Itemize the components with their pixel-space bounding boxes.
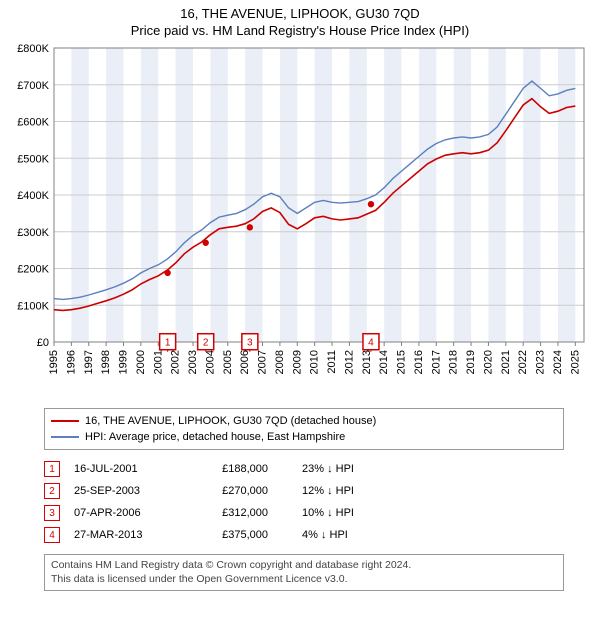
sale-marker-icon: 2 — [44, 483, 60, 499]
sale-date: 07-APR-2006 — [74, 507, 184, 519]
svg-text:2019: 2019 — [465, 350, 477, 374]
sale-marker-icon: 1 — [44, 461, 60, 477]
title-subtitle: Price paid vs. HM Land Registry's House … — [0, 23, 600, 38]
svg-text:2004: 2004 — [204, 350, 216, 374]
svg-text:4: 4 — [368, 338, 374, 349]
svg-text:2003: 2003 — [187, 350, 199, 374]
sale-date: 16-JUL-2001 — [74, 463, 184, 475]
svg-text:2015: 2015 — [396, 350, 408, 374]
chart-svg: £0 £100K £200K £300K £400K £500K £600K £700K £80… — [10, 42, 590, 402]
legend-swatch — [51, 436, 79, 438]
sale-price: £270,000 — [198, 485, 288, 497]
legend-item: 16, THE AVENUE, LIPHOOK, GU30 7QD (detac… — [51, 413, 557, 429]
svg-text:1999: 1999 — [118, 350, 130, 374]
title-address: 16, THE AVENUE, LIPHOOK, GU30 7QD — [0, 6, 600, 21]
svg-text:2007: 2007 — [257, 350, 269, 374]
svg-text:2010: 2010 — [309, 350, 321, 374]
svg-text:1995: 1995 — [48, 350, 60, 374]
svg-text:2011: 2011 — [326, 350, 338, 374]
sale-diff: 12% ↓ HPI — [302, 485, 412, 497]
sale-price: £375,000 — [198, 529, 288, 541]
svg-text:1998: 1998 — [100, 350, 112, 374]
sale-diff: 4% ↓ HPI — [302, 529, 412, 541]
svg-text:2017: 2017 — [430, 350, 442, 374]
svg-text:£100K: £100K — [17, 300, 49, 312]
svg-text:2006: 2006 — [239, 350, 251, 374]
svg-text:2001: 2001 — [152, 350, 164, 374]
chart-titles: 16, THE AVENUE, LIPHOOK, GU30 7QD Price … — [0, 0, 600, 42]
chart-legend: 16, THE AVENUE, LIPHOOK, GU30 7QD (detac… — [44, 408, 564, 450]
svg-text:1997: 1997 — [83, 350, 95, 374]
svg-text:£800K: £800K — [17, 43, 49, 55]
sale-diff: 23% ↓ HPI — [302, 463, 412, 475]
sale-price: £188,000 — [198, 463, 288, 475]
svg-text:2002: 2002 — [170, 350, 182, 374]
table-row: 4 27-MAR-2013 £375,000 4% ↓ HPI — [44, 524, 564, 546]
sales-table: 1 16-JUL-2001 £188,000 23% ↓ HPI 2 25-SE… — [44, 458, 564, 546]
svg-text:£700K: £700K — [17, 80, 49, 92]
svg-text:2: 2 — [203, 338, 209, 349]
svg-text:£600K: £600K — [17, 117, 49, 129]
sale-date: 27-MAR-2013 — [74, 529, 184, 541]
sale-marker-icon: 4 — [44, 527, 60, 543]
table-row: 2 25-SEP-2003 £270,000 12% ↓ HPI — [44, 480, 564, 502]
footer-line: This data is licensed under the Open Gov… — [51, 573, 557, 587]
svg-text:£300K: £300K — [17, 227, 49, 239]
svg-text:£500K: £500K — [17, 153, 49, 165]
svg-text:2021: 2021 — [500, 350, 512, 374]
svg-text:3: 3 — [247, 338, 253, 349]
svg-text:2013: 2013 — [361, 350, 373, 374]
svg-text:2000: 2000 — [135, 350, 147, 374]
attribution-footer: Contains HM Land Registry data © Crown c… — [44, 554, 564, 591]
svg-text:2014: 2014 — [378, 350, 390, 374]
legend-item: HPI: Average price, detached house, East… — [51, 429, 557, 445]
footer-line: Contains HM Land Registry data © Crown c… — [51, 559, 557, 573]
svg-text:£200K: £200K — [17, 264, 49, 276]
sale-date: 25-SEP-2003 — [74, 485, 184, 497]
svg-text:2016: 2016 — [413, 350, 425, 374]
svg-text:2018: 2018 — [448, 350, 460, 374]
table-row: 3 07-APR-2006 £312,000 10% ↓ HPI — [44, 502, 564, 524]
page-root: 16, THE AVENUE, LIPHOOK, GU30 7QD Price … — [0, 0, 600, 591]
price-chart: £0 £100K £200K £300K £400K £500K £600K £700K £80… — [10, 42, 590, 402]
sale-price: £312,000 — [198, 507, 288, 519]
table-row: 1 16-JUL-2001 £188,000 23% ↓ HPI — [44, 458, 564, 480]
svg-text:2005: 2005 — [222, 350, 234, 374]
svg-text:1996: 1996 — [65, 350, 77, 374]
sale-diff: 10% ↓ HPI — [302, 507, 412, 519]
svg-text:2023: 2023 — [535, 350, 547, 374]
svg-text:2025: 2025 — [569, 350, 581, 374]
svg-text:2009: 2009 — [291, 350, 303, 374]
svg-text:2022: 2022 — [517, 350, 529, 374]
legend-label: 16, THE AVENUE, LIPHOOK, GU30 7QD (detac… — [85, 415, 376, 427]
svg-text:2008: 2008 — [274, 350, 286, 374]
svg-text:1: 1 — [165, 338, 171, 349]
legend-label: HPI: Average price, detached house, East… — [85, 431, 345, 443]
svg-text:£400K: £400K — [17, 190, 49, 202]
svg-text:£0: £0 — [37, 337, 49, 349]
svg-text:2024: 2024 — [552, 350, 564, 374]
svg-text:2012: 2012 — [343, 350, 355, 374]
legend-swatch — [51, 420, 79, 422]
sale-marker-icon: 3 — [44, 505, 60, 521]
svg-text:2020: 2020 — [482, 350, 494, 374]
